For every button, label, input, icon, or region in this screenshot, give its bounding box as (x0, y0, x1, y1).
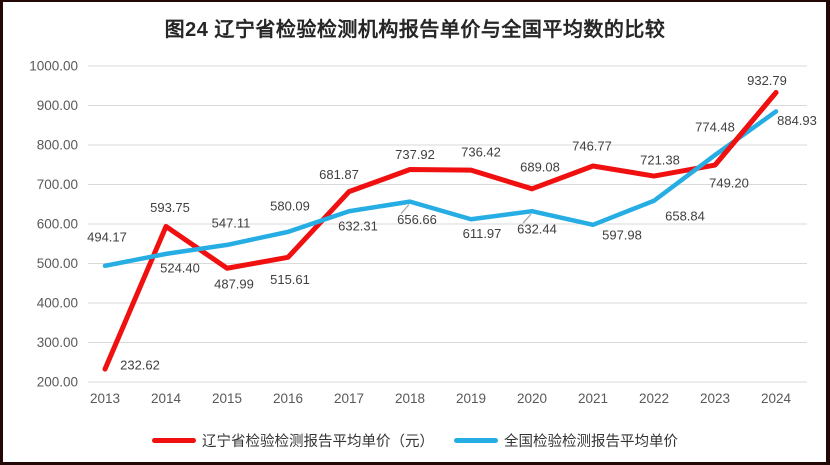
data-label-leader-line (522, 213, 532, 224)
data-label: 597.98 (602, 227, 642, 242)
x-axis-tick-label: 2021 (578, 391, 608, 406)
x-axis-tick-label: 2018 (395, 391, 425, 406)
legend-item-national[interactable]: 全国检验检测报告平均单价 (454, 430, 678, 451)
data-label: 736.42 (461, 145, 501, 160)
data-label: 774.48 (695, 120, 735, 135)
chart-title: 图24 辽宁省检验检测机构报告单价与全国平均数的比较 (164, 19, 666, 41)
national-series-line (102, 109, 779, 269)
data-label: 494.17 (87, 229, 127, 244)
data-label: 547.11 (212, 215, 251, 230)
y-axis-tick-label: 800.00 (37, 138, 78, 153)
liaoning-series-line (102, 90, 779, 372)
y-axis-tick-label: 700.00 (37, 177, 78, 192)
liaoning-series-line-final-segment (712, 90, 779, 168)
legend-label-liaoning: 辽宁省检验检测报告平均单价（元） (202, 434, 434, 450)
chart-legend: 辽宁省检验检测报告平均单价（元） 全国检验检测报告平均单价 (0, 430, 830, 451)
y-axis-tick-label: 600.00 (37, 217, 78, 232)
data-label: 611.97 (463, 226, 502, 241)
y-axis-tick-label: 900.00 (37, 98, 78, 113)
data-label: 524.40 (160, 260, 200, 275)
data-label: 689.08 (520, 159, 560, 174)
data-label: 580.09 (270, 198, 310, 213)
x-axis-tick-label: 2020 (517, 391, 547, 406)
liaoning-series-swatch-icon (152, 438, 196, 443)
y-axis-tick-label: 500.00 (37, 256, 78, 271)
y-axis-tick-label: 400.00 (37, 296, 78, 311)
data-label-leader-line (400, 204, 410, 215)
data-label: 515.61 (270, 272, 310, 287)
data-label: 746.77 (572, 139, 612, 154)
y-axis-tick-label: 300.00 (37, 335, 78, 350)
x-axis-tick-label: 2022 (639, 391, 669, 406)
y-axis-tick-label: 1000.00 (29, 59, 78, 74)
x-axis-tick-label: 2023 (700, 391, 730, 406)
x-axis-tick-label: 2013 (90, 391, 120, 406)
national-series-swatch-icon (454, 438, 498, 443)
data-label: 632.31 (338, 219, 378, 234)
x-axis-tick-label: 2016 (273, 391, 303, 406)
data-label: 632.44 (517, 222, 557, 237)
data-label: 593.75 (150, 200, 190, 215)
data-label: 749.20 (709, 176, 749, 191)
x-axis-tick-label: 2019 (456, 391, 486, 406)
y-axis-tick-label: 200.00 (37, 375, 78, 390)
data-label: 737.92 (395, 147, 435, 162)
x-axis-tick-label: 2014 (151, 391, 182, 406)
x-axis-tick-label: 2017 (334, 391, 364, 406)
data-label: 721.38 (640, 153, 680, 168)
data-label: 656.66 (397, 212, 437, 227)
data-label: 658.84 (665, 208, 705, 223)
data-label: 884.93 (777, 113, 817, 128)
legend-label-national: 全国检验检测报告平均单价 (504, 434, 678, 450)
data-label: 681.87 (319, 167, 359, 182)
x-axis-tick-label: 2024 (761, 391, 792, 406)
data-label: 232.62 (120, 358, 160, 373)
x-axis-tick-label: 2015 (212, 391, 242, 406)
data-label: 487.99 (214, 277, 254, 292)
legend-item-liaoning[interactable]: 辽宁省检验检测报告平均单价（元） (152, 430, 434, 451)
data-label: 932.79 (747, 73, 787, 88)
